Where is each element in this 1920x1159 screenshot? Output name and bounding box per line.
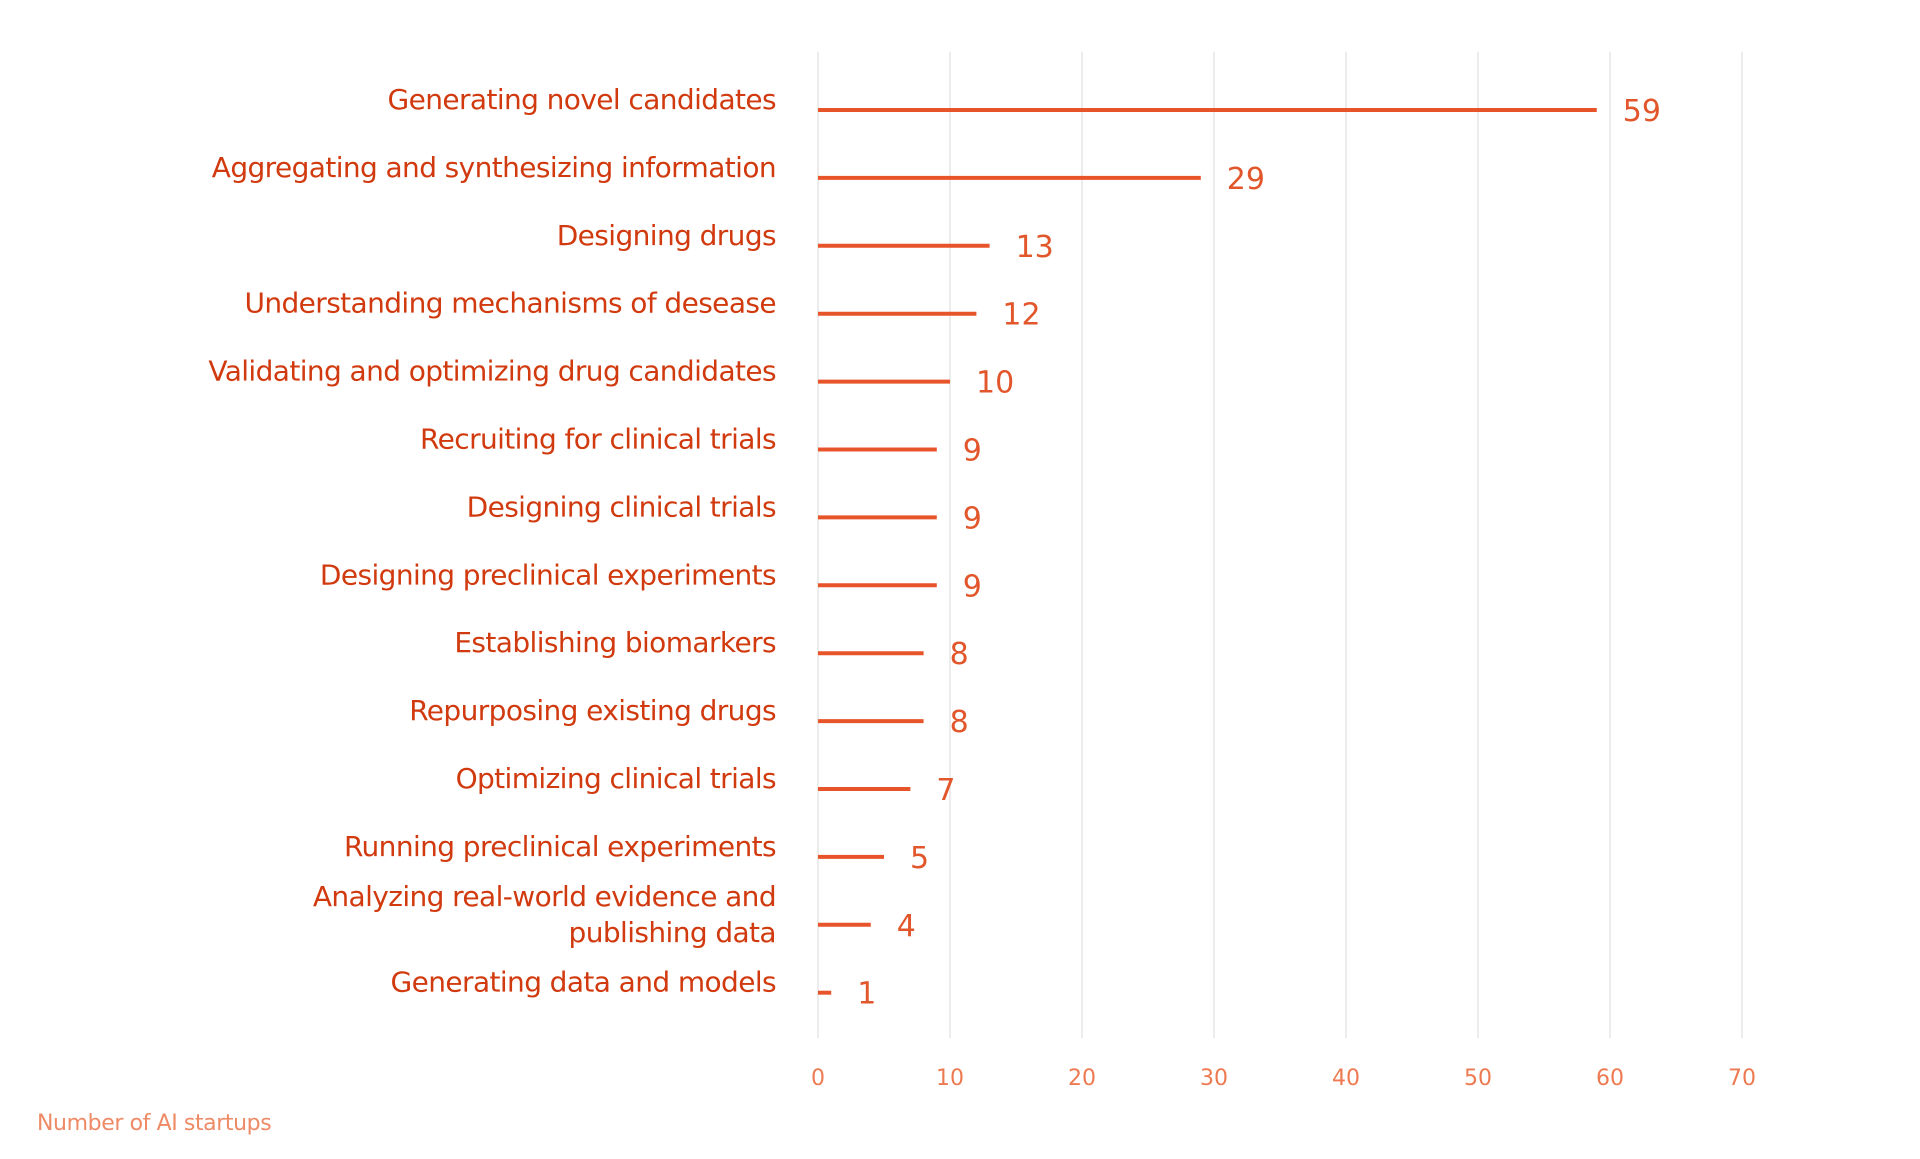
category-label: Repurposing existing drugs	[409, 694, 776, 727]
category-label: Analyzing real-world evidence and publish…	[313, 880, 776, 949]
x-tick-label: 70	[1728, 1066, 1756, 1091]
x-axis-title: Number of AI startups	[37, 1111, 271, 1136]
x-tick-label: 40	[1332, 1066, 1360, 1091]
category-label: Understanding mechanisms of desease	[244, 287, 776, 320]
value-label: 10	[976, 366, 1014, 401]
x-tick-label: 0	[811, 1066, 825, 1091]
value-label: 8	[950, 705, 969, 740]
value-label: 7	[936, 773, 955, 808]
category-label: Aggregating and synthesizing information	[212, 151, 776, 184]
x-tick-label: 20	[1068, 1066, 1096, 1091]
x-tick-label: 10	[936, 1066, 964, 1091]
category-label: Validating and optimizing drug candidate…	[208, 355, 776, 388]
value-label: 5	[910, 841, 929, 876]
value-label: 9	[963, 501, 982, 536]
category-label: Generating data and models	[391, 966, 776, 999]
category-label: Optimizing clinical trials	[456, 762, 776, 795]
x-axis-ticks: 0 10 20 30 40 50 60 70	[811, 1066, 1756, 1091]
category-label: Designing preclinical experiments	[320, 558, 776, 591]
bar-layer	[818, 108, 1597, 995]
value-label: 9	[963, 569, 982, 604]
value-label: 8	[950, 637, 969, 672]
x-tick-label: 30	[1200, 1066, 1228, 1091]
category-label: Generating novel candidates	[388, 83, 776, 116]
category-labels: Generating novel candidates Aggregating a…	[208, 83, 776, 999]
value-label: 13	[1016, 230, 1054, 265]
category-label: Designing clinical trials	[467, 490, 776, 523]
x-tick-label: 50	[1464, 1066, 1492, 1091]
value-label: 59	[1623, 94, 1661, 129]
x-tick-label: 60	[1596, 1066, 1624, 1091]
grid-layer	[817, 52, 1743, 1038]
category-label: Running preclinical experiments	[344, 830, 776, 863]
value-labels: 59 29 13 12 10 9 9 9 8 8 75 41	[857, 94, 1661, 1012]
value-label: 9	[963, 434, 982, 469]
category-label: Establishing biomarkers	[454, 626, 776, 659]
category-label: Designing drugs	[557, 219, 776, 252]
value-label: 1	[857, 977, 876, 1012]
value-label: 29	[1227, 162, 1265, 197]
value-label: 4	[897, 909, 916, 944]
value-label: 12	[1002, 298, 1040, 333]
category-label: Recruiting for clinical trials	[420, 423, 776, 456]
